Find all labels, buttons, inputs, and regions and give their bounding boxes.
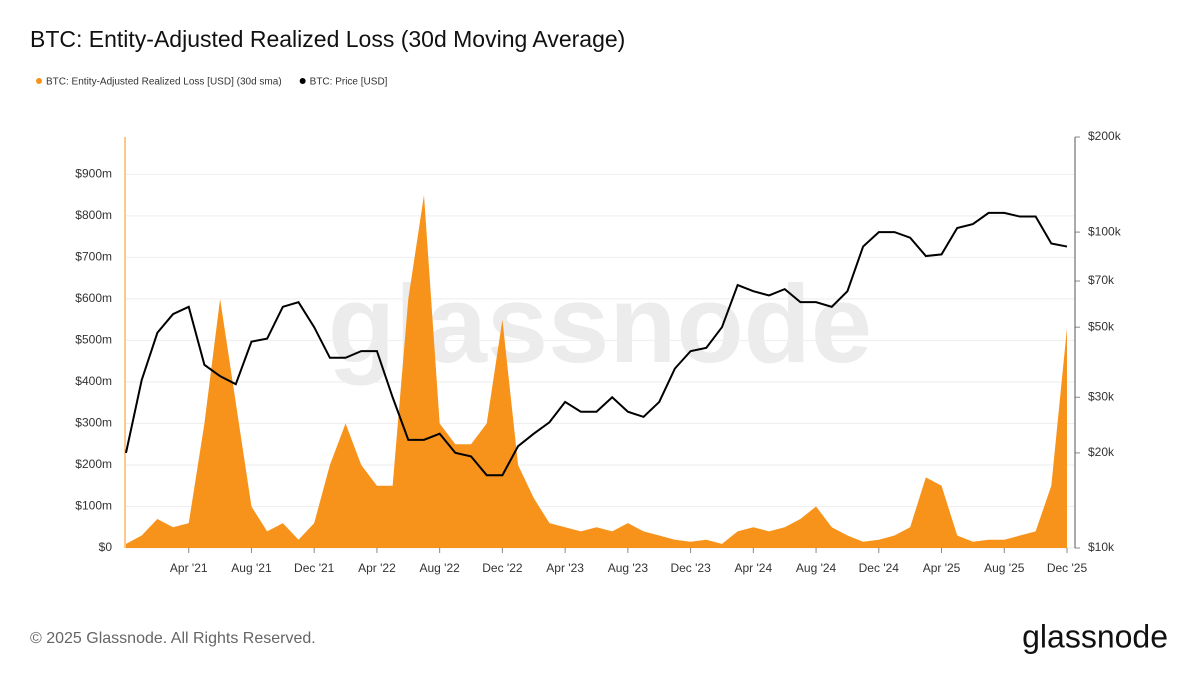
x-tick-label: Aug '21	[231, 561, 272, 575]
x-tick-label: Apr '24	[735, 561, 773, 575]
x-tick-label: Aug '25	[984, 561, 1025, 575]
x-tick-label: Aug '23	[608, 561, 649, 575]
y-tick-label: $0	[99, 540, 113, 554]
y-tick-label: $100m	[75, 499, 112, 513]
legend-label: BTC: Entity-Adjusted Realized Loss [USD]…	[46, 77, 282, 88]
y2-tick-label: $10k	[1088, 540, 1115, 554]
x-tick-label: Apr '25	[923, 561, 961, 575]
y2-tick-label: $30k	[1088, 389, 1115, 403]
legend-label: BTC: Price [USD]	[310, 77, 388, 88]
logo: glassnode	[1022, 618, 1168, 654]
x-tick-label: Apr '22	[358, 561, 396, 575]
line	[125, 211, 1068, 477]
x-tick-label: Apr '21	[170, 561, 208, 575]
y-tick-label: $200m	[75, 457, 112, 471]
x-tick-label: Aug '24	[796, 561, 837, 575]
y2-tick-label: $50k	[1088, 319, 1115, 333]
y-tick-label: $900m	[75, 167, 112, 181]
y2-tick-label: $20k	[1088, 445, 1115, 459]
x-tick-label: Apr '23	[546, 561, 584, 575]
y-tick-label: $500m	[75, 333, 112, 347]
x-tick-label: Dec '25	[1047, 561, 1088, 575]
y-tick-label: $600m	[75, 291, 112, 305]
area	[126, 195, 1067, 548]
y-tick-label: $400m	[75, 374, 112, 388]
legend-marker	[36, 78, 42, 84]
y-tick-label: $700m	[75, 250, 112, 264]
y2-tick-label: $200k	[1088, 129, 1122, 143]
y2-tick-label: $70k	[1088, 273, 1115, 287]
y2-tick-label: $100k	[1088, 224, 1122, 238]
x-tick-label: Dec '23	[670, 561, 711, 575]
y-tick-label: $300m	[75, 416, 112, 430]
x-tick-label: Aug '22	[420, 561, 461, 575]
footer: © 2025 Glassnode. All Rights Reserved.	[30, 630, 316, 647]
chart-title: BTC: Entity-Adjusted Realized Loss (30d …	[30, 26, 625, 52]
x-tick-label: Dec '24	[859, 561, 900, 575]
x-tick-label: Dec '21	[294, 561, 335, 575]
legend-marker	[299, 78, 306, 84]
x-tick-label: Dec '22	[482, 561, 523, 575]
y-tick-label: $800m	[75, 208, 112, 222]
